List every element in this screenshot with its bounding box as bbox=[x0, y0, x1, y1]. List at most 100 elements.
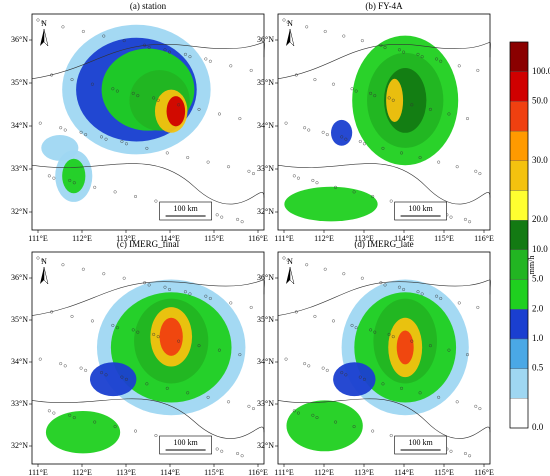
station-dot bbox=[70, 78, 74, 82]
x-tick-label: 116°E bbox=[474, 234, 494, 243]
station-dot bbox=[41, 20, 45, 24]
station-dot bbox=[373, 94, 377, 98]
station-dot bbox=[331, 82, 335, 86]
station-dot bbox=[163, 48, 167, 52]
station-dot bbox=[360, 276, 364, 280]
station-dot bbox=[52, 411, 56, 415]
colorbar-label: 1.0 bbox=[532, 333, 544, 343]
y-tick-label: 35°N bbox=[257, 78, 274, 87]
x-tick-label: 116°E bbox=[248, 468, 268, 476]
x-tick-label: 116°E bbox=[248, 234, 268, 243]
station-dot bbox=[321, 366, 325, 370]
y-tick-label: 32°N bbox=[257, 441, 274, 450]
station-dot bbox=[61, 263, 65, 267]
colorbar-segment bbox=[509, 71, 529, 102]
station-dot bbox=[240, 454, 244, 458]
station-dot bbox=[61, 25, 65, 29]
y-tick-label: 34°N bbox=[257, 121, 274, 130]
station-dot bbox=[136, 94, 140, 98]
north-arrow bbox=[286, 29, 290, 46]
y-tick-label: 36°N bbox=[257, 273, 274, 282]
station-dot bbox=[143, 43, 147, 47]
station-dot bbox=[391, 335, 395, 339]
station-dot bbox=[204, 294, 208, 298]
station-dot bbox=[220, 449, 224, 453]
x-tick-label: 114°E bbox=[394, 234, 414, 243]
station-dot bbox=[352, 190, 356, 194]
station-dot bbox=[38, 357, 42, 361]
station-dot bbox=[350, 87, 354, 91]
station-dot bbox=[311, 413, 315, 417]
station-dot bbox=[249, 68, 253, 72]
x-tick-label: 114°E bbox=[394, 468, 414, 476]
station-dot bbox=[311, 178, 315, 182]
station-dot bbox=[389, 434, 393, 438]
station-dot bbox=[183, 52, 187, 56]
station-dot bbox=[400, 386, 404, 390]
station-dot bbox=[463, 452, 467, 456]
station-dot bbox=[236, 452, 240, 456]
station-dot bbox=[152, 96, 156, 100]
colorbar-segment bbox=[509, 220, 529, 250]
station-dot bbox=[474, 169, 478, 173]
y-tick-label: 36°N bbox=[11, 35, 28, 44]
station-dot bbox=[420, 55, 424, 59]
station-dot bbox=[251, 407, 255, 411]
station-dot bbox=[143, 281, 147, 285]
y-tick-label: 34°N bbox=[11, 357, 28, 366]
station-dot bbox=[468, 454, 472, 458]
station-dot bbox=[400, 151, 404, 155]
y-tick-label: 34°N bbox=[257, 357, 274, 366]
station-dot bbox=[68, 413, 72, 417]
station-dot bbox=[52, 176, 56, 180]
station-dot bbox=[325, 368, 329, 372]
x-tick-label: 115°E bbox=[204, 468, 224, 476]
station-dot bbox=[59, 126, 63, 130]
scale-label: 100 km bbox=[173, 438, 198, 447]
station-dot bbox=[38, 121, 42, 125]
colorbar-label: 0.5 bbox=[532, 363, 544, 373]
station-dot bbox=[449, 449, 453, 453]
station-dot bbox=[449, 215, 453, 219]
station-dot bbox=[334, 185, 338, 189]
station-dot bbox=[307, 364, 311, 368]
station-dot bbox=[383, 283, 387, 287]
map-panel: (b) FY-4A N 100 km 111°E 112°E 113°E 114°E 115°… bbox=[257, 1, 494, 243]
station-dot bbox=[344, 137, 348, 141]
station-dot bbox=[342, 34, 346, 38]
station-dot bbox=[147, 283, 151, 287]
station-dot bbox=[156, 335, 160, 339]
station-dot bbox=[331, 319, 335, 323]
station-dot bbox=[379, 43, 383, 47]
station-dot bbox=[238, 353, 242, 357]
colorbar-segment bbox=[509, 101, 529, 132]
station-dot bbox=[344, 373, 348, 377]
station-dot bbox=[220, 215, 224, 219]
colorbar-segment bbox=[509, 368, 529, 399]
station-dot bbox=[389, 199, 393, 203]
x-tick-label: 111°E bbox=[274, 468, 294, 476]
station-dot bbox=[208, 296, 212, 300]
colorbar-segment bbox=[509, 398, 529, 429]
station-dot bbox=[455, 400, 459, 404]
station-dot bbox=[354, 89, 358, 93]
station-dot bbox=[93, 185, 97, 189]
station-dot bbox=[286, 20, 290, 24]
station-dot bbox=[369, 328, 373, 332]
station-dot bbox=[284, 121, 288, 125]
station-dot bbox=[369, 91, 373, 95]
colorbar-segment bbox=[509, 160, 529, 191]
station-dot bbox=[371, 194, 375, 198]
station-dot bbox=[72, 416, 76, 420]
station-dot bbox=[294, 73, 298, 77]
x-tick-label: 113°E bbox=[116, 234, 136, 243]
colorbar-label: 10.0 bbox=[532, 244, 548, 254]
y-tick-label: 33°N bbox=[257, 399, 274, 408]
station-dot bbox=[81, 29, 85, 33]
station-dot bbox=[81, 267, 85, 271]
station-dot bbox=[439, 296, 443, 300]
station-dot bbox=[402, 50, 406, 54]
station-dot bbox=[79, 366, 83, 370]
scale-label: 100 km bbox=[173, 204, 198, 213]
station-dot bbox=[362, 142, 366, 146]
